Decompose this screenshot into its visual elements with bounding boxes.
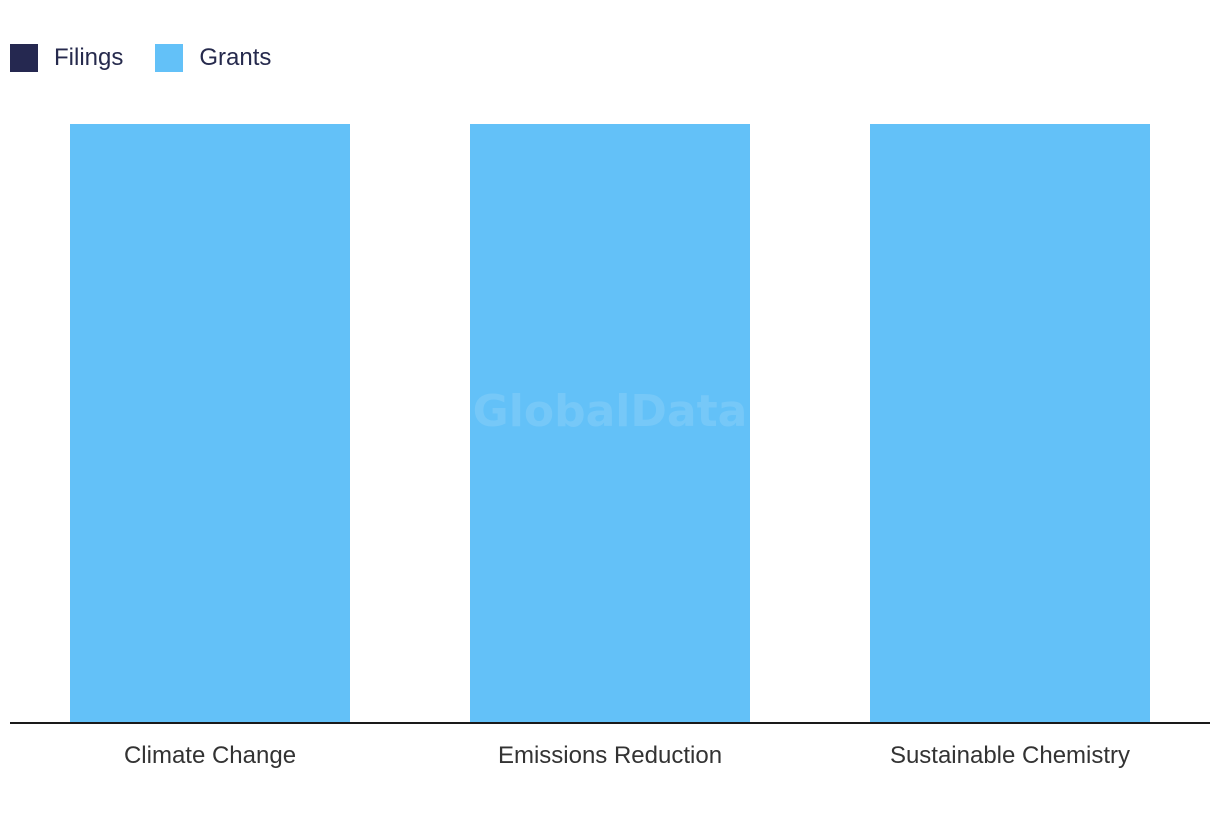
- x-tick-label: Emissions Reduction: [498, 742, 722, 769]
- x-tick-label: Climate Change: [124, 742, 296, 769]
- bar-grants-emissions-reduction[interactable]: [470, 124, 750, 723]
- bar-grants-sustainable-chemistry[interactable]: [870, 124, 1150, 723]
- x-tick-labels: Climate Change Emissions Reduction Sustain…: [124, 742, 1130, 769]
- chart-legend: Filings Grants: [10, 44, 303, 72]
- bars-layer: [70, 124, 1150, 723]
- x-tick-label: Sustainable Chemistry: [890, 742, 1130, 769]
- bar-grants-climate-change[interactable]: [70, 124, 350, 723]
- legend-item-grants[interactable]: Grants: [155, 44, 271, 72]
- legend-swatch-grants: [155, 44, 184, 72]
- legend-label-grants: Grants: [199, 44, 272, 71]
- watermark-logo: GlobalData: [473, 386, 748, 437]
- legend-swatch-filings: [10, 44, 38, 72]
- legend-label-filings: Filings: [54, 44, 124, 71]
- legend-item-filings[interactable]: Filings: [10, 44, 123, 72]
